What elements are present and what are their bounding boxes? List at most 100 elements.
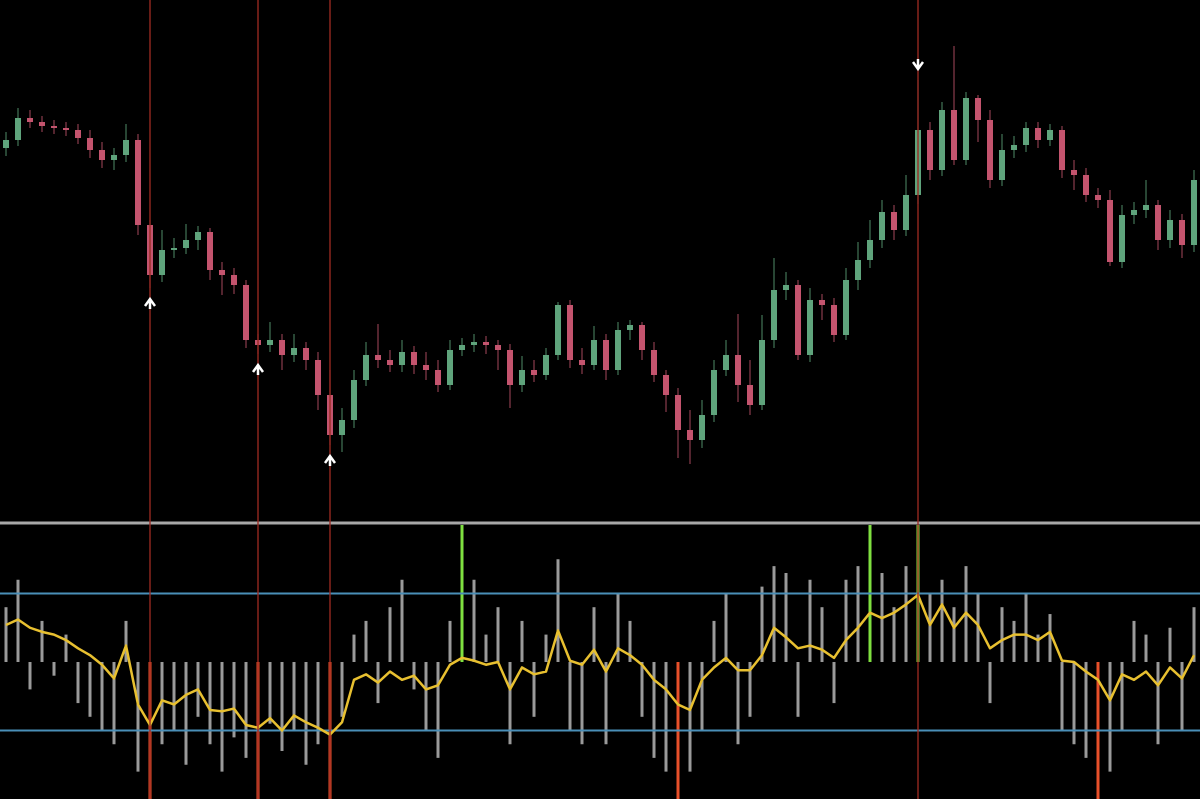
candle-body <box>675 395 681 430</box>
candle-body <box>111 155 117 160</box>
candle-body <box>159 250 165 275</box>
candle-body <box>1191 180 1197 245</box>
candle-body <box>735 355 741 385</box>
candle-body <box>219 270 225 275</box>
candle-body <box>951 110 957 160</box>
candle-body <box>555 305 561 355</box>
candle-body <box>1107 200 1113 262</box>
candle-body <box>1035 128 1041 140</box>
candle-body <box>783 285 789 290</box>
candle-body <box>747 385 753 405</box>
candle-body <box>399 352 405 365</box>
candle-body <box>351 380 357 420</box>
candle-body <box>759 340 765 405</box>
candle-body <box>447 350 453 385</box>
buy-arrow <box>323 453 337 466</box>
candle-body <box>231 275 237 285</box>
candle-body <box>267 340 273 345</box>
candle-body <box>315 360 321 395</box>
candle-body <box>627 325 633 330</box>
candle-body <box>903 195 909 230</box>
candle-body <box>1047 130 1053 140</box>
candle-body <box>543 355 549 375</box>
candle-body <box>459 345 465 350</box>
candle-body <box>279 340 285 355</box>
candle-body <box>483 342 489 345</box>
candle-body <box>171 248 177 250</box>
candle-body <box>87 138 93 150</box>
candle-body <box>1023 128 1029 145</box>
candle-body <box>927 130 933 170</box>
candle-body <box>375 355 381 360</box>
candle-body <box>1071 170 1077 175</box>
candle-body <box>819 300 825 305</box>
buy-arrow <box>143 296 157 309</box>
candle-body <box>339 420 345 435</box>
candle-body <box>411 352 417 365</box>
candle-body <box>531 370 537 375</box>
candle-body <box>1083 175 1089 195</box>
candle-body <box>663 375 669 395</box>
candle-body <box>579 360 585 365</box>
candle-body <box>795 285 801 355</box>
candle-body <box>987 120 993 180</box>
candle-body <box>963 98 969 160</box>
candle-body <box>423 365 429 370</box>
candle-body <box>99 150 105 160</box>
candle-body <box>495 345 501 350</box>
candle-body <box>1179 220 1185 245</box>
buy-arrow <box>251 362 265 375</box>
candle-body <box>1119 215 1125 262</box>
candle-body <box>39 122 45 126</box>
candle-body <box>603 340 609 370</box>
candle-body <box>291 348 297 355</box>
candle-body <box>807 300 813 355</box>
candle-body <box>123 140 129 155</box>
candle-body <box>999 150 1005 180</box>
candle-body <box>435 370 441 385</box>
candle-body <box>651 350 657 375</box>
candle-body <box>207 232 213 270</box>
candle-body <box>387 360 393 365</box>
candle-body <box>75 130 81 138</box>
candle-body <box>723 355 729 370</box>
candle-body <box>243 285 249 340</box>
candle-body <box>855 260 861 280</box>
candle-body <box>843 280 849 335</box>
candle-body <box>1095 195 1101 200</box>
candle-body <box>63 128 69 130</box>
candle-body <box>771 290 777 340</box>
candle-body <box>699 415 705 440</box>
candle-body <box>27 118 33 122</box>
candle-body <box>939 110 945 170</box>
candle-body <box>1131 210 1137 215</box>
candle-body <box>519 370 525 385</box>
candle-body <box>15 118 21 140</box>
candle-body <box>135 140 141 225</box>
candle-body <box>975 98 981 120</box>
candle-body <box>687 430 693 440</box>
candle-body <box>471 342 477 345</box>
candle-body <box>363 355 369 380</box>
candle-body <box>591 340 597 365</box>
candle-body <box>1167 220 1173 240</box>
sell-arrow <box>911 59 925 72</box>
candle-body <box>303 348 309 360</box>
candle-body <box>183 240 189 248</box>
oscillator-line <box>5 593 1196 736</box>
candle-body <box>1059 130 1065 170</box>
candle-body <box>879 212 885 240</box>
candle-body <box>1155 205 1161 240</box>
candle-body <box>867 240 873 260</box>
candle-body <box>615 330 621 370</box>
candle-body <box>639 325 645 350</box>
candle-body <box>567 305 573 360</box>
candle-body <box>891 212 897 230</box>
candle-body <box>1011 145 1017 150</box>
candle-body <box>195 232 201 240</box>
candle-body <box>51 126 57 128</box>
candle-body <box>711 370 717 415</box>
